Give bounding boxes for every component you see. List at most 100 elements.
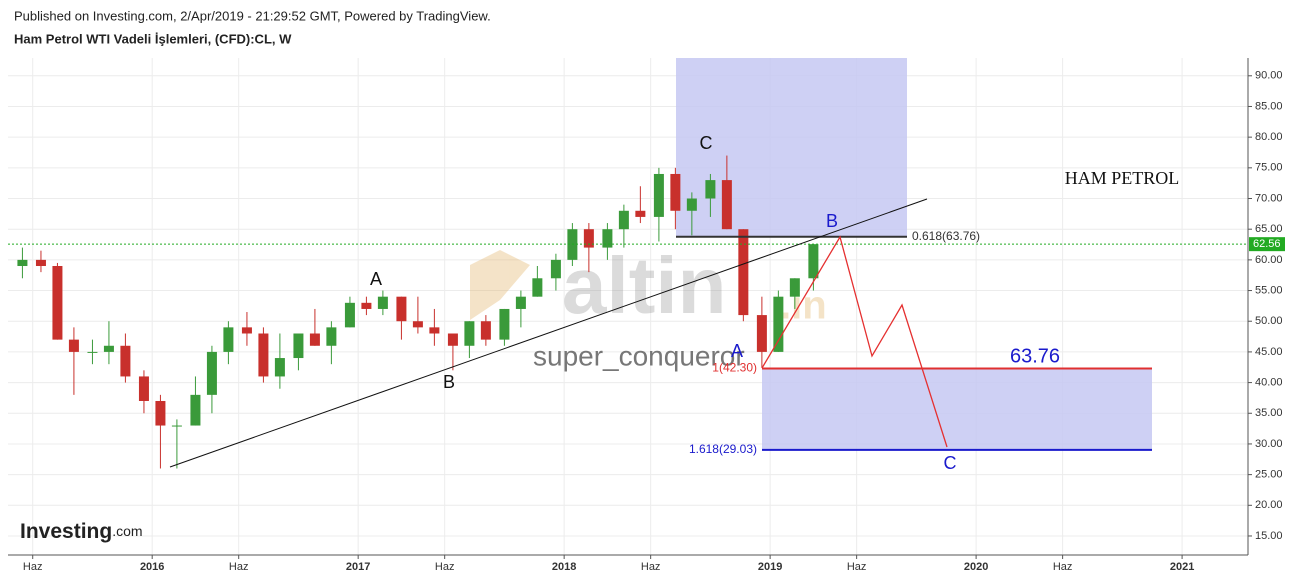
trendline <box>169 198 928 468</box>
y-tick-label: 45.00 <box>1255 346 1283 358</box>
candle-body <box>361 302 372 309</box>
candle-body <box>155 400 166 426</box>
candle-body <box>206 351 217 395</box>
candle-body <box>326 327 337 346</box>
x-tick-label: 2018 <box>552 561 576 573</box>
y-tick-label: 50.00 <box>1255 315 1283 327</box>
instrument: Ham Petrol WTI Vadeli İşlemleri, (CFD):C… <box>14 31 292 46</box>
logo-suffix: .com <box>112 523 142 539</box>
y-tick-label: 85.00 <box>1255 100 1283 112</box>
published: Published on Investing.com, 2/Apr/2019 -… <box>14 8 491 23</box>
fib-label: 1(42.30) <box>712 361 757 375</box>
candle-body <box>412 321 423 328</box>
logo-main: Investing <box>20 520 112 543</box>
candle-body <box>808 244 819 279</box>
y-tick-label: 90.00 <box>1255 70 1283 82</box>
candle-body <box>738 229 749 316</box>
y-tick-label: 65.00 <box>1255 223 1283 235</box>
note: HAM PETROL <box>1065 168 1180 188</box>
x-tick-label: Haz <box>23 561 43 573</box>
y-tick-label: 35.00 <box>1255 407 1283 419</box>
candle-body <box>480 321 491 340</box>
wave-label: C <box>700 133 713 153</box>
candle-body <box>686 198 697 211</box>
candle-body <box>789 278 800 297</box>
candle-body <box>103 345 114 352</box>
candle-body <box>171 425 182 427</box>
watermark-text: .in <box>780 284 827 328</box>
candle-body <box>447 333 458 346</box>
candle-body <box>138 376 149 401</box>
y-tick-label: 80.00 <box>1255 131 1283 143</box>
candle-body <box>602 229 613 248</box>
target-label: 63.76 <box>1010 345 1060 367</box>
x-tick-label: 2020 <box>964 561 988 573</box>
candle-body <box>618 210 629 230</box>
x-tick-label: Haz <box>847 561 867 573</box>
candle-body <box>52 266 63 340</box>
candle-body <box>532 278 543 297</box>
candle-body <box>396 296 407 322</box>
grid: 15.00 20.00 25.00 30.00 35.00 40.00 45.00 50.00… <box>8 58 1283 573</box>
watermark: altin .in <box>470 241 827 330</box>
box <box>762 368 1152 449</box>
candle-body <box>429 327 440 334</box>
candle-body <box>583 229 594 248</box>
candle-body <box>705 180 716 199</box>
candle-body <box>258 333 269 377</box>
y-tick-label: 55.00 <box>1255 284 1283 296</box>
x-tick-label: 2019 <box>758 561 782 573</box>
wave-label: A <box>370 269 382 289</box>
wave-path <box>761 235 948 448</box>
candle-body <box>68 339 79 352</box>
candle-body <box>344 302 355 328</box>
y-tick-label: 60.00 <box>1255 254 1283 266</box>
overlay: 62.56 0.618(63.76) 1(42.30) 1.618(29.03) <box>8 229 1285 456</box>
y-tick-label: 40.00 <box>1255 376 1283 388</box>
y-tick-label: 25.00 <box>1255 469 1283 481</box>
candle-body <box>35 259 46 267</box>
y-tick-label: 30.00 <box>1255 438 1283 450</box>
x-tick-label: 2021 <box>1170 561 1194 573</box>
candle-body <box>773 296 784 352</box>
x-tick-label: Haz <box>641 561 661 573</box>
x-tick-label: Haz <box>435 561 455 573</box>
candles <box>17 155 819 469</box>
wave-label: A <box>731 341 743 361</box>
watermark-user: super_conqueror <box>533 340 745 371</box>
fib-label: 0.618(63.76) <box>912 229 980 243</box>
candle-body <box>17 259 28 267</box>
x-tick-label: Haz <box>229 561 249 573</box>
candle-body <box>499 308 510 340</box>
watermark-icon <box>470 250 530 320</box>
x-tick-label: 2016 <box>140 561 164 573</box>
candle-body <box>223 327 234 352</box>
candle-body <box>293 333 304 359</box>
watermark-text: altin <box>562 241 726 330</box>
candle-body <box>377 296 388 309</box>
candle-body <box>635 210 646 217</box>
wave-label: B <box>443 372 455 392</box>
y-tick-label: 75.00 <box>1255 162 1283 174</box>
logo: Investing.com <box>20 520 143 543</box>
candle-body <box>309 333 320 346</box>
candle-body <box>721 180 732 230</box>
wave-label: C <box>944 453 957 473</box>
x-tick-label: 2017 <box>346 561 370 573</box>
candle-body <box>241 327 252 334</box>
candle-body <box>515 296 526 309</box>
x-tick-label: Haz <box>1053 561 1073 573</box>
last-price-label: 62.56 <box>1253 238 1281 250</box>
candle-body <box>274 358 285 377</box>
y-tick-label: 70.00 <box>1255 192 1283 204</box>
wave-label: B <box>826 211 838 231</box>
candle-body <box>464 321 475 346</box>
candle-body <box>550 259 561 279</box>
fib-label: 1.618(29.03) <box>689 442 757 456</box>
candle-body <box>756 315 767 352</box>
box <box>676 58 907 236</box>
y-tick-label: 15.00 <box>1255 530 1283 542</box>
candle-body <box>190 394 201 426</box>
candle-body <box>120 345 131 377</box>
